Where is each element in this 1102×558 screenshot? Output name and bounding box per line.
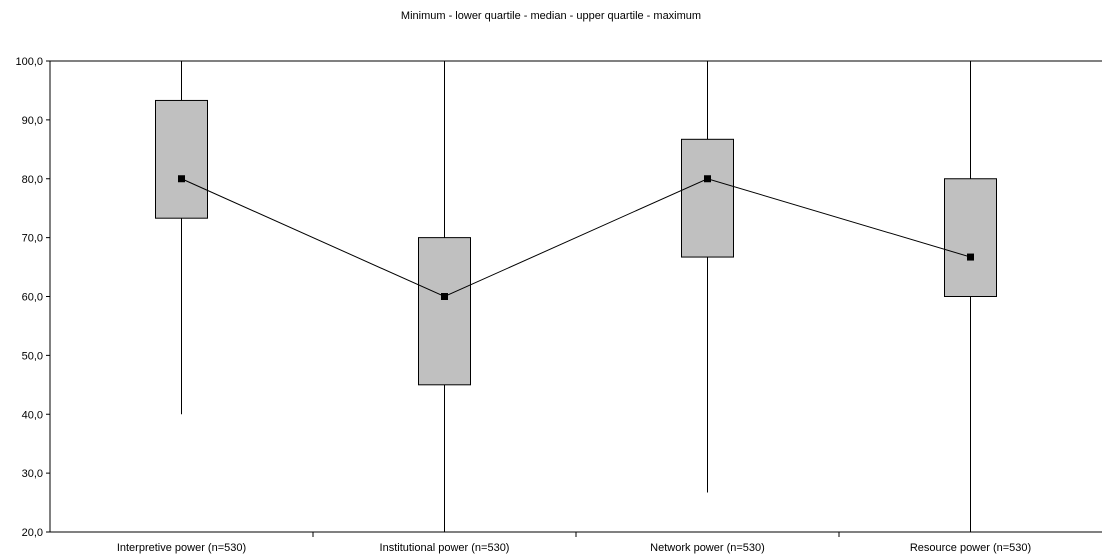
- y-tick-label: 50,0: [22, 350, 43, 362]
- median-line: [181, 178, 971, 298]
- iqr-box: [155, 99, 208, 219]
- median-marker: [441, 293, 448, 300]
- iqr-box: [418, 237, 471, 386]
- chart-title: Minimum - lower quartile - median - uppe…: [400, 10, 702, 22]
- iqr-box: [944, 178, 997, 297]
- median-marker: [178, 175, 185, 183]
- x-category-label: Resource power (n=530): [910, 542, 1031, 554]
- y-tick-label: 80,0: [22, 174, 43, 186]
- y-tick-label: 20,0: [22, 527, 43, 539]
- median-marker: [704, 175, 711, 183]
- x-category-label: Institutional power (n=530): [380, 542, 510, 554]
- median-marker: [967, 253, 974, 261]
- x-category-label: Network power (n=530): [650, 542, 765, 554]
- y-tick-label: 90,0: [22, 115, 43, 127]
- y-tick-label: 30,0: [22, 468, 43, 480]
- iqr-box: [681, 138, 734, 258]
- y-tick-label: 60,0: [22, 292, 43, 304]
- x-category-label: Interpretive power (n=530): [117, 542, 246, 554]
- y-tick-label: 70,0: [22, 233, 43, 245]
- y-tick-label: 100,0: [15, 56, 43, 68]
- y-tick-label: 40,0: [22, 409, 43, 421]
